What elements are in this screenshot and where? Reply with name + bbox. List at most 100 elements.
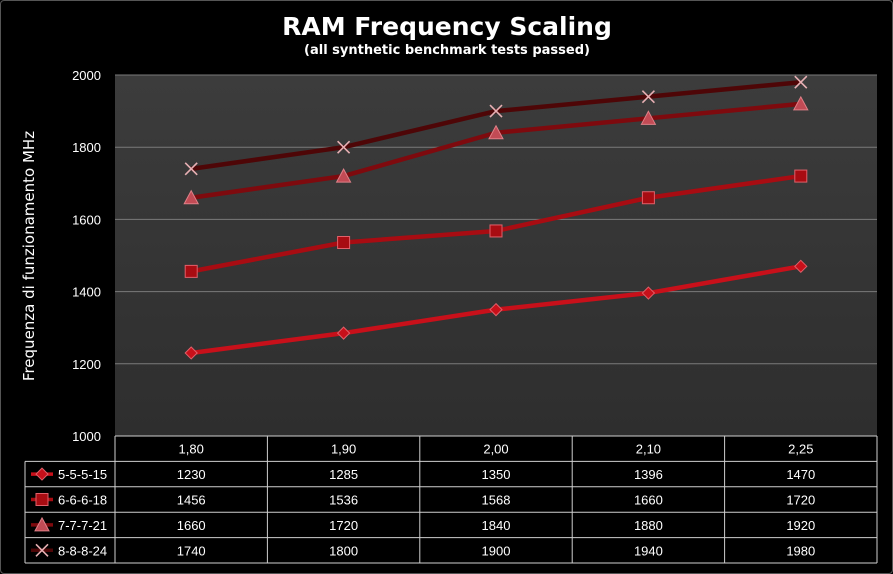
data-point	[640, 110, 657, 125]
data-label: 1920	[786, 518, 815, 533]
series-6-6-6-18	[184, 169, 808, 278]
y-tick-label: 1200	[72, 357, 101, 372]
data-point	[184, 346, 198, 360]
triangle-marker	[335, 168, 352, 183]
data-label: 1720	[329, 518, 358, 533]
square-marker	[337, 236, 351, 250]
data-point	[792, 95, 809, 111]
diamond-marker	[489, 302, 503, 317]
data-point	[794, 75, 808, 89]
data-label: 1660	[177, 518, 206, 533]
data-point	[34, 516, 50, 532]
data-label: 1350	[482, 467, 511, 482]
data-label: 1980	[786, 543, 815, 558]
data-point	[641, 191, 655, 205]
y-tick-label: 1000	[72, 429, 101, 444]
data-label: 1900	[482, 543, 511, 558]
legend-entry: 5-5-5-15	[31, 467, 107, 482]
x-tick-label: 1,80	[179, 442, 204, 457]
chart-subtitle: (all synthetic benchmark tests passed)	[304, 43, 590, 58]
data-point	[335, 168, 352, 183]
data-label: 1720	[786, 493, 815, 508]
legend-label: 6-6-6-18	[58, 493, 107, 508]
data-point	[337, 236, 351, 250]
data-point	[641, 90, 655, 104]
data-label: 1660	[634, 493, 663, 508]
square-marker	[489, 224, 503, 238]
legend-label: 5-5-5-15	[58, 467, 107, 482]
data-point	[35, 467, 49, 481]
x-marker-stroke	[184, 162, 198, 176]
data-table: 1,80 1,90 2,00 2,10 2,25 5-5-5-15 1230 1285 1350…	[24, 435, 878, 564]
data-label: 1396	[634, 467, 663, 482]
data-point	[489, 224, 503, 238]
diamond-marker	[641, 286, 656, 300]
x-marker-stroke	[35, 543, 49, 557]
x-tick-label: 2,25	[788, 442, 813, 457]
diamond-marker	[794, 259, 808, 274]
data-label: 1285	[329, 467, 358, 482]
data-point	[336, 326, 351, 340]
data-point	[641, 286, 656, 300]
series-8-8-8-24	[184, 75, 808, 176]
y-tick-label: 1400	[72, 285, 101, 300]
triangle-marker	[183, 189, 200, 205]
data-point	[488, 124, 504, 140]
data-label: 1940	[634, 543, 663, 558]
triangle-marker	[34, 516, 50, 532]
legend-entry: 7-7-7-21	[31, 516, 107, 533]
data-point	[489, 104, 503, 118]
series-5-5-5-15	[184, 259, 808, 360]
data-point	[184, 162, 198, 176]
y-tick-label: 1600	[72, 212, 101, 227]
data-point	[35, 493, 49, 506]
square-marker	[35, 493, 49, 506]
triangle-marker	[488, 124, 504, 140]
x-tick-label: 1,90	[331, 442, 356, 457]
data-point	[794, 169, 808, 183]
y-tick-label: 2000	[72, 68, 101, 83]
series-7-7-7-21	[183, 95, 809, 205]
diamond-marker	[35, 467, 49, 481]
data-point	[184, 264, 198, 278]
square-marker	[641, 191, 655, 205]
data-label: 1880	[634, 518, 663, 533]
legend-label: 8-8-8-24	[58, 543, 107, 558]
legend-entry: 6-6-6-18	[31, 493, 107, 508]
y-tick-layer: 1000 1200 1400 1600 1800 2000	[72, 68, 101, 444]
grid-layer	[115, 74, 877, 365]
data-label: 1536	[329, 493, 358, 508]
data-label: 1800	[329, 543, 358, 558]
data-point	[35, 543, 49, 557]
x-marker-stroke	[337, 140, 351, 154]
diamond-marker	[184, 346, 198, 360]
diamond-marker	[336, 326, 351, 340]
square-marker	[184, 264, 198, 278]
triangle-marker	[640, 110, 657, 125]
data-point	[489, 302, 503, 317]
y-tick-label: 1800	[72, 140, 101, 155]
chart-title: RAM Frequency Scaling	[282, 12, 612, 41]
x-marker-stroke	[489, 104, 503, 118]
legend-entry: 8-8-8-24	[31, 543, 107, 558]
triangle-marker	[792, 95, 809, 111]
data-label: 1456	[177, 493, 206, 508]
data-label: 1568	[482, 493, 511, 508]
x-marker-stroke	[641, 90, 655, 104]
data-label: 1470	[786, 467, 815, 482]
x-marker-stroke	[794, 75, 808, 89]
y-axis-label: Frequenza di funzionamento MHz	[20, 131, 38, 381]
x-tick-label: 2,10	[636, 442, 661, 457]
data-point	[337, 140, 351, 154]
data-label: 1840	[482, 518, 511, 533]
x-tick-label: 2,00	[483, 442, 508, 457]
data-label: 1230	[177, 467, 206, 482]
legend-label: 7-7-7-21	[58, 518, 107, 533]
square-marker	[794, 169, 808, 183]
data-point	[794, 259, 808, 274]
series-layer	[183, 75, 809, 360]
data-point	[183, 189, 200, 205]
data-label: 1740	[177, 543, 206, 558]
